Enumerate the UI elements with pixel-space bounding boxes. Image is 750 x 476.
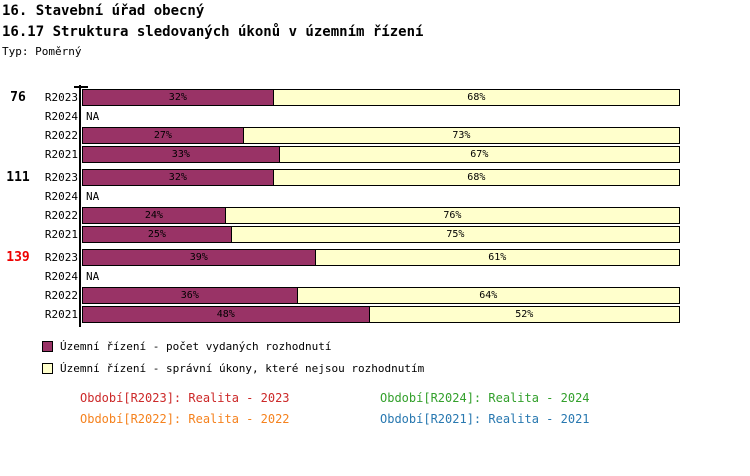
bar-segment-rozhodnuti: 36%	[82, 287, 298, 304]
bar-row: 36% 64%	[82, 287, 681, 304]
bar-segment-rozhodnuti: 24%	[82, 207, 226, 224]
bar-segment-spravni-ukony: 75%	[230, 226, 680, 243]
bar-segment-rozhodnuti: 32%	[82, 89, 274, 106]
bar-segment-rozhodnuti: 32%	[82, 169, 274, 186]
legend-label-spravni-ukony: Územní řízení - správní úkony, které nej…	[60, 362, 425, 375]
na-label: NA	[86, 190, 100, 203]
bar-row: 48% 52%	[82, 306, 681, 323]
axis-top-tick	[74, 86, 88, 88]
legend-item-spravni-ukony: Územní řízení - správní úkony, které nej…	[42, 362, 424, 375]
footnote-r2024: Období[R2024]: Realita - 2024	[380, 391, 590, 405]
row-period-label: R2023	[44, 251, 78, 264]
segment-percent-label: 25%	[147, 229, 166, 240]
bar-segment-spravni-ukony: 61%	[314, 249, 680, 266]
segment-percent-label: 24%	[144, 210, 163, 221]
row-period-label: R2021	[44, 308, 78, 321]
bar-row: 32% 68%	[82, 89, 681, 106]
segment-percent-label: 27%	[153, 130, 172, 141]
segment-percent-label: 48%	[216, 309, 235, 320]
row-period-label: R2024	[44, 110, 78, 123]
na-label: NA	[86, 270, 100, 283]
report-subtitle: 16.17 Struktura sledovaných úkonů v územ…	[2, 24, 424, 40]
y-axis-line	[79, 85, 81, 327]
segment-percent-label: 76%	[443, 210, 462, 221]
segment-percent-label: 52%	[515, 309, 534, 320]
bar-segment-spravni-ukony: 73%	[242, 127, 680, 144]
legend-swatch-rozhodnuti	[42, 341, 53, 352]
segment-percent-label: 64%	[479, 290, 498, 301]
bar-segment-spravni-ukony: 67%	[278, 146, 680, 163]
bar-segment-spravni-ukony: 76%	[224, 207, 680, 224]
bar-row: 27% 73%	[82, 127, 681, 144]
bar-row: 33% 67%	[82, 146, 681, 163]
bar-segment-spravni-ukony: 64%	[296, 287, 680, 304]
legend-item-rozhodnuti: Územní řízení - počet vydaných rozhodnut…	[42, 340, 332, 353]
segment-percent-label: 61%	[488, 252, 507, 263]
bar-segment-rozhodnuti: 39%	[82, 249, 316, 266]
footnote-r2023: Období[R2023]: Realita - 2023	[80, 391, 290, 405]
bar-segment-rozhodnuti: 27%	[82, 127, 244, 144]
legend-label-rozhodnuti: Územní řízení - počet vydaných rozhodnut…	[60, 340, 332, 353]
bar-segment-spravni-ukony: 52%	[368, 306, 680, 323]
row-period-label: R2022	[44, 129, 78, 142]
row-period-label: R2024	[44, 190, 78, 203]
group-total-label: 76	[10, 90, 26, 105]
row-period-label: R2021	[44, 228, 78, 241]
segment-percent-label: 32%	[168, 92, 187, 103]
bar-row: 24% 76%	[82, 207, 681, 224]
segment-percent-label: 67%	[470, 149, 489, 160]
footnote-r2021: Období[R2021]: Realita - 2021	[380, 412, 590, 426]
row-period-label: R2022	[44, 209, 78, 222]
row-period-label: R2024	[44, 270, 78, 283]
bar-row: 25% 75%	[82, 226, 681, 243]
bar-segment-rozhodnuti: 33%	[82, 146, 280, 163]
segment-percent-label: 68%	[467, 92, 486, 103]
footnote-r2022: Období[R2022]: Realita - 2022	[80, 412, 290, 426]
bar-segment-spravni-ukony: 68%	[272, 169, 680, 186]
group-total-label: 111	[6, 170, 30, 185]
segment-percent-label: 73%	[452, 130, 471, 141]
bar-segment-rozhodnuti: 25%	[82, 226, 232, 243]
segment-percent-label: 68%	[467, 172, 486, 183]
row-period-label: R2022	[44, 289, 78, 302]
bar-row: 32% 68%	[82, 169, 681, 186]
bar-segment-rozhodnuti: 48%	[82, 306, 370, 323]
row-period-label: R2021	[44, 148, 78, 161]
segment-percent-label: 33%	[171, 149, 190, 160]
legend-swatch-spravni-ukony	[42, 363, 53, 374]
segment-percent-label: 75%	[446, 229, 465, 240]
bar-segment-spravni-ukony: 68%	[272, 89, 680, 106]
row-period-label: R2023	[44, 91, 78, 104]
na-label: NA	[86, 110, 100, 123]
segment-percent-label: 36%	[180, 290, 199, 301]
group-total-label: 139	[6, 250, 30, 265]
segment-percent-label: 39%	[189, 252, 208, 263]
report-title: 16. Stavební úřad obecný	[2, 3, 205, 19]
report-type-label: Typ: Poměrný	[2, 45, 82, 58]
segment-percent-label: 32%	[168, 172, 187, 183]
row-period-label: R2023	[44, 171, 78, 184]
bar-row: 39% 61%	[82, 249, 681, 266]
